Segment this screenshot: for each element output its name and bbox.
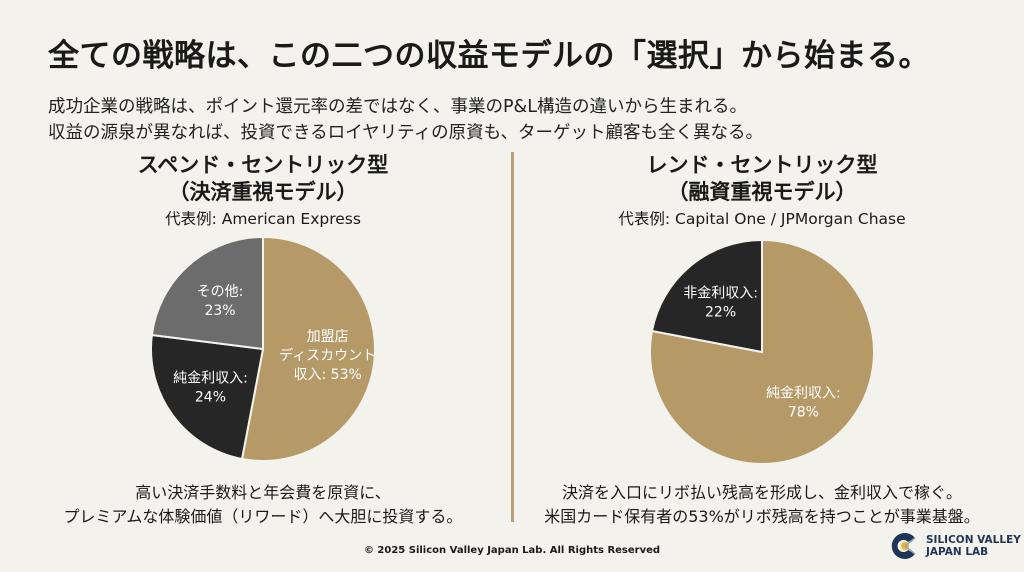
pie1-slice-1-label: 非金利収入: [683, 285, 758, 301]
logo-line-1: SILICON VALLEY [926, 534, 1021, 546]
logo: SILICON VALLEY JAPAN LAB [888, 530, 1021, 562]
pie1-slice-1 [650, 238, 763, 354]
right-title-1: レンド・セントリック型 [646, 153, 878, 177]
pie0-slice-2-label: 23% [204, 303, 235, 319]
left-title-2: （決済重視モデル） [168, 180, 358, 204]
pie0-slice-1-label: 純金利収入: [173, 371, 248, 387]
pie0-slice-0 [240, 235, 376, 462]
copyright: © 2025 Silicon Valley Japan Lab. All Rig… [363, 545, 661, 556]
subtitle-line-2: 収益の源泉が異なれば、投資できるロイヤリティの原資も、ターゲット顧客も全く異なる… [48, 123, 764, 143]
right-example: 代表例: Capital One / JPMorgan Chase [618, 210, 906, 228]
pie0-slice-1 [150, 333, 265, 461]
subtitle-line-1: 成功企業の戦略は、ポイント還元率の差ではなく、事業のP&L構造の違いから生まれる… [48, 97, 747, 117]
right-title-2: （融資重視モデル） [667, 180, 857, 204]
pie1-slice-0-label: 78% [788, 405, 819, 421]
right-desc-2: 米国カード保有者の53%がリボ残高を持つことが事業基盤。 [544, 507, 980, 526]
page-title: 全ての戦略は、この二つの収益モデルの「選択」から始まる。 [48, 38, 930, 74]
divider [511, 152, 514, 522]
pie0-slice-0-label: ディスカウント [279, 347, 376, 364]
pie1-slice-1-label: 22% [705, 304, 736, 320]
left-example: 代表例: American Express [165, 210, 361, 228]
pie0-slice-0-label: 加盟店 [307, 329, 349, 345]
pie0-slice-0-label: 収入: 53% [294, 367, 362, 383]
right-desc-1: 決済を入口にリボ払い残高を形成し、金利収入で稼ぐ。 [561, 483, 962, 502]
logo-icon [891, 533, 916, 559]
pie0-slice-1-label: 24% [195, 390, 226, 406]
left-title-1: スペンド・セントリック型 [137, 153, 389, 177]
pie0-slice-2-label: その他: [197, 284, 244, 300]
left-desc-2: プレミアムな体験価値（リワード）へ大胆に投資する。 [63, 507, 463, 526]
pie1-slice-0-label: 純金利収入: [766, 386, 841, 402]
logo-line-2: JAPAN LAB [926, 546, 989, 558]
left-desc-1: 高い決済手数料と年会費を原資に、 [135, 483, 391, 502]
pie0-slice-2 [150, 235, 264, 351]
